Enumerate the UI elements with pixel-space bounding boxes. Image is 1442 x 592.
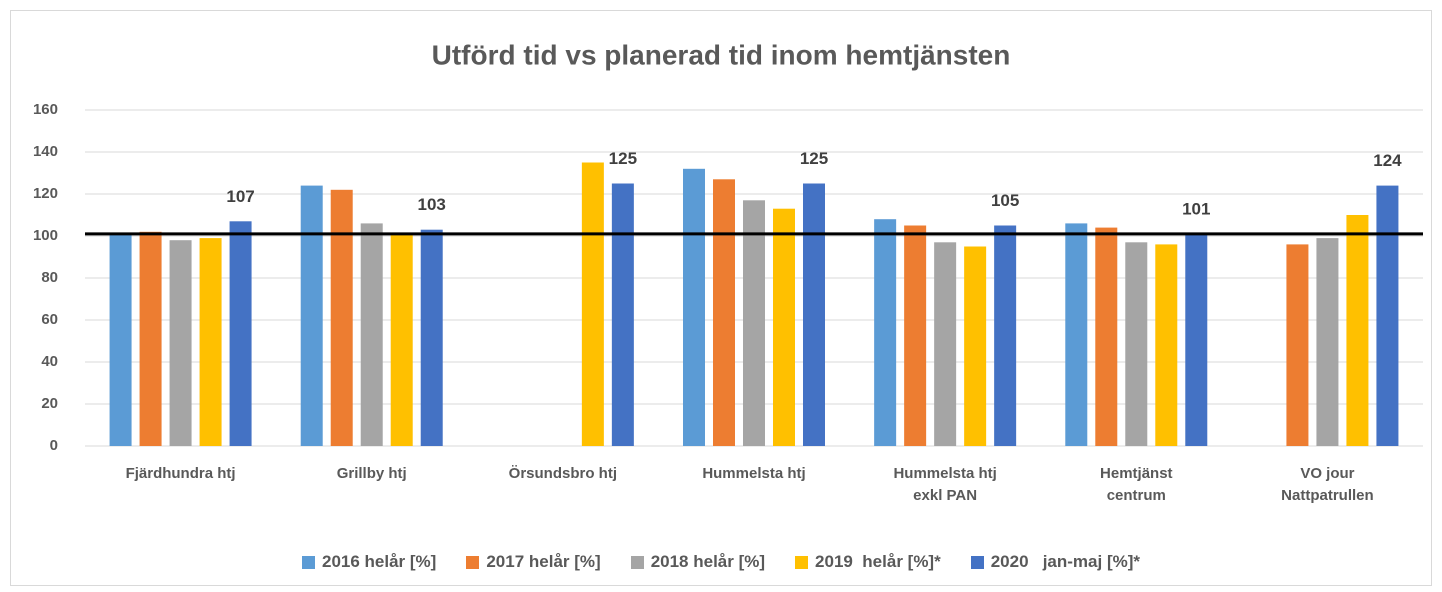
y-tick-label: 120: [33, 185, 58, 202]
bar: [713, 179, 735, 447]
legend-item: 2016 helår [%]: [302, 552, 436, 572]
bar: [420, 229, 443, 446]
x-tick-label: Hummelsta htj exkl PAN: [893, 465, 997, 504]
bar: [964, 246, 987, 446]
data-label: 103: [418, 195, 446, 214]
y-tick-label: 0: [50, 437, 58, 454]
y-tick-label: 140: [33, 143, 58, 160]
legend-item: 2019 helår [%]*: [795, 552, 941, 572]
bar: [803, 183, 825, 446]
y-tick-label: 100: [33, 227, 58, 244]
legend-label: 2018 helår [%]: [650, 552, 766, 571]
bar: [199, 238, 222, 446]
bar: [169, 240, 192, 446]
bar: [874, 219, 897, 446]
bar: [581, 162, 604, 446]
bar: [1316, 238, 1339, 446]
legend-label: 2019 helår [%]*: [815, 552, 941, 571]
x-tick-label: Fjärdhundra htj: [125, 465, 236, 482]
x-tick-label: Hummelsta htj: [702, 465, 806, 482]
bar: [1346, 215, 1369, 446]
legend-item: 2020 jan-maj [%]*: [970, 552, 1140, 572]
legend-swatch: [302, 555, 315, 569]
bar: [904, 225, 927, 446]
y-tick-label: 60: [41, 311, 58, 328]
bar: [1065, 223, 1088, 446]
data-label: 107: [226, 187, 254, 206]
legend: 2016 helår [%] 2017 helår [%] 2018 helår […: [0, 552, 1442, 572]
x-tick-label: Hemtjänst centrum: [1100, 465, 1173, 504]
bar: [1125, 242, 1148, 446]
data-label: 125: [800, 149, 828, 168]
x-tick-label: Grillby htj: [336, 465, 407, 482]
y-tick-label: 160: [33, 101, 58, 118]
bar: [1155, 244, 1178, 446]
chart-border: [10, 10, 1432, 586]
legend-item: 2017 helår [%]: [466, 552, 601, 572]
legend-label: 2020 jan-maj [%]*: [990, 552, 1140, 571]
bar: [611, 183, 634, 446]
x-tick-label: Örsundsbro htj: [508, 465, 618, 482]
bar: [683, 168, 705, 447]
bar: [743, 200, 765, 446]
data-label: 105: [991, 191, 1019, 210]
bar: [1286, 244, 1309, 446]
bar: [773, 208, 795, 446]
y-tick-label: 40: [41, 353, 58, 370]
legend-swatch: [970, 555, 984, 569]
data-label: 125: [609, 149, 637, 168]
legend-item: 2018 helår [%]: [630, 552, 766, 572]
legend-swatch: [630, 555, 644, 569]
bar: [360, 223, 383, 446]
bar: [139, 231, 162, 446]
chart-title: Utförd tid vs planerad tid inom hemtjäns…: [432, 39, 1011, 70]
bar: [934, 242, 957, 446]
data-label: 124: [1373, 151, 1402, 170]
legend-label: 2016 helår [%]: [322, 552, 437, 571]
bar: [330, 189, 353, 447]
bar: [300, 185, 323, 446]
bar: [994, 225, 1017, 446]
bar: [229, 221, 252, 446]
bar: [390, 233, 413, 446]
legend-label: 2017 helår [%]: [486, 552, 601, 571]
y-tick-label: 20: [41, 395, 58, 412]
legend-swatch: [795, 555, 809, 569]
bar: [109, 233, 132, 446]
bar: [1095, 227, 1118, 446]
y-tick-label: 80: [41, 269, 58, 286]
bar: [1185, 233, 1208, 446]
legend-swatch: [466, 555, 480, 569]
x-tick-label: VO jour Nattpatrullen: [1281, 465, 1374, 504]
data-label: 101: [1182, 199, 1210, 218]
bar: [1376, 185, 1399, 446]
